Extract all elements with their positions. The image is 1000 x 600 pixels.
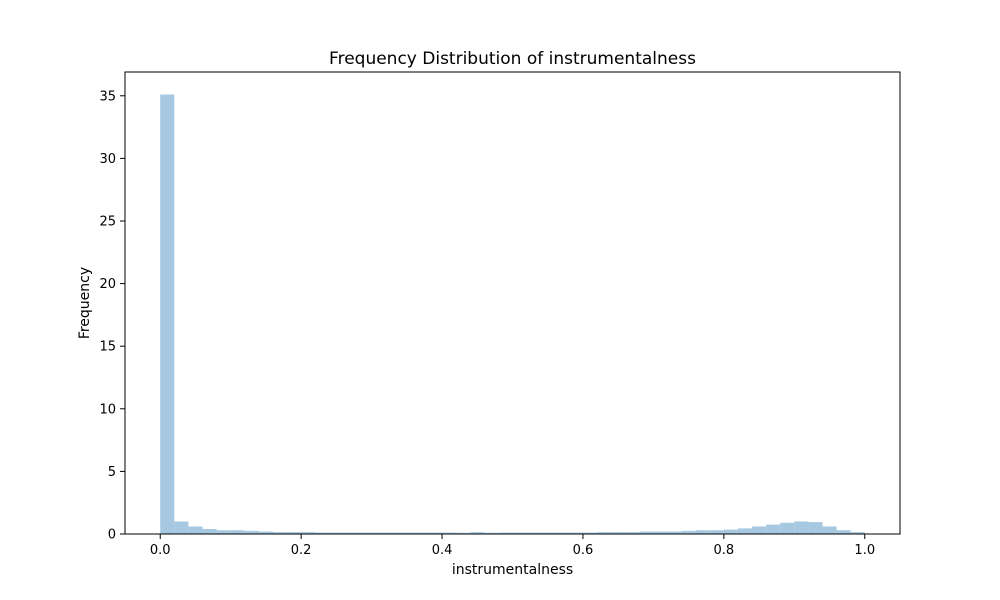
histogram-bar — [216, 530, 231, 534]
x-tick-label: 0.6 — [573, 543, 594, 558]
histogram-bar — [202, 528, 217, 534]
y-tick-label: 30 — [99, 152, 116, 167]
histogram-bar — [526, 532, 541, 534]
histogram-bar — [554, 532, 569, 534]
x-axis-label: instrumentalness — [452, 562, 573, 578]
histogram-bar — [766, 524, 781, 534]
histogram-bar — [272, 532, 288, 534]
y-tick-label: 20 — [99, 277, 116, 292]
histogram-bar — [653, 531, 668, 534]
histogram-bar — [399, 532, 414, 534]
histogram-bar — [498, 532, 513, 534]
histogram-bar — [456, 532, 471, 534]
histogram-bar — [371, 532, 386, 534]
histogram-bar — [695, 530, 710, 534]
y-tick-label: 25 — [99, 214, 116, 229]
y-tick-label: 5 — [108, 465, 116, 480]
histogram-bar — [568, 532, 583, 534]
histogram-bar — [343, 532, 358, 534]
histogram-bar — [667, 531, 682, 534]
histogram-bar — [470, 532, 485, 534]
histogram-bar — [723, 529, 738, 534]
histogram-bar — [413, 532, 428, 534]
plot-area-frame — [124, 71, 901, 535]
histogram-bar — [540, 532, 555, 534]
y-tick-label: 15 — [99, 340, 116, 355]
histogram-bar — [258, 531, 273, 534]
x-tick-label: 1.0 — [854, 543, 875, 558]
histogram-bar — [752, 526, 767, 534]
histogram-bar — [315, 532, 330, 534]
histogram-bar — [301, 532, 316, 534]
histogram-bar — [625, 532, 640, 534]
histogram-bar — [287, 532, 302, 534]
bars-layer — [160, 94, 865, 534]
y-tick-label: 10 — [99, 402, 116, 417]
histogram-bar — [329, 532, 344, 534]
y-tick-label: 35 — [99, 89, 116, 104]
histogram-bar — [230, 530, 245, 534]
histogram-bar — [836, 530, 851, 534]
histogram-bar — [737, 528, 753, 534]
histogram-bar — [385, 532, 400, 534]
histogram-bar — [357, 532, 372, 534]
histogram-bar — [484, 532, 499, 534]
x-tick-label: 0.0 — [150, 543, 171, 558]
x-tick-label: 0.4 — [432, 543, 453, 558]
histogram-bar — [822, 526, 837, 534]
histogram-bar — [512, 532, 527, 534]
histogram-bar — [582, 532, 598, 534]
histogram-bar — [850, 532, 865, 534]
x-tick-label: 0.8 — [714, 543, 735, 558]
histogram-bar — [794, 521, 809, 534]
histogram-bar — [639, 531, 654, 534]
histogram-bar — [808, 522, 823, 534]
histogram-bar — [709, 530, 724, 534]
histogram-bar — [780, 522, 795, 534]
histogram-bar — [442, 532, 457, 534]
histogram-bar — [188, 526, 203, 534]
histogram-bar — [160, 94, 175, 534]
chart-title: Frequency Distribution of instrumentalne… — [329, 49, 696, 69]
histogram-bar — [244, 530, 259, 534]
y-axis-ticks: 0 5 10 15 20 25 30 35 — [99, 89, 125, 543]
x-axis-ticks: 0.0 0.2 0.4 0.6 0.8 1.0 — [150, 534, 875, 558]
histogram-bar — [427, 532, 443, 534]
histogram-bar — [174, 521, 189, 534]
histogram-bar — [611, 532, 626, 534]
histogram-bar — [681, 530, 696, 534]
y-axis-label: Frequency — [77, 267, 93, 339]
x-tick-label: 0.2 — [291, 543, 312, 558]
y-tick-label: 0 — [108, 528, 116, 543]
histogram-bar — [597, 532, 612, 534]
